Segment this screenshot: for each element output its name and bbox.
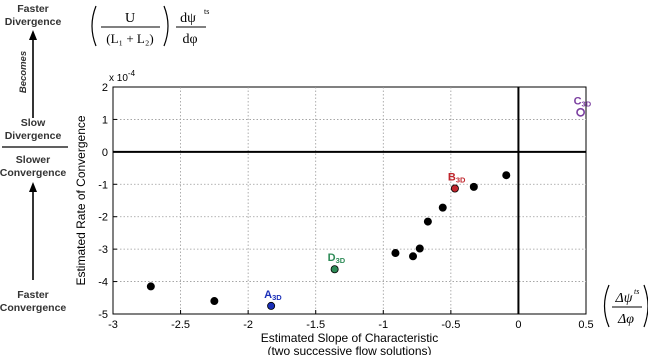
x-tick-label-1: -2.5 [171,319,190,331]
formula-right-paren-left [603,284,610,328]
point-label-9: B3D [448,172,466,185]
formula-right-denominator: Δφ [617,312,634,327]
y-tick-label-7: 2 [102,82,108,94]
data-point-11 [502,171,511,180]
x-tick-label-6: 0 [515,319,521,331]
y-tick-label-6: 1 [102,114,108,126]
zero-axes [113,87,586,314]
formula-right-numerator: Δψ [615,291,633,306]
data-point-6 [415,244,424,253]
y-tick-label-3: -2 [98,212,108,224]
point-label-3: D3D [328,252,346,265]
grid [113,87,586,314]
data-point-7 [423,217,432,226]
point-label-12: C3D [574,95,592,108]
x-tick-label-3: -1.5 [306,319,325,331]
formula-right: Δψ ts Δφ [603,284,648,328]
formula-right-paren-right [643,284,648,328]
y-tick-label-4: -1 [98,179,108,191]
data-point-1 [210,297,219,306]
y-tick-label-2: -3 [98,244,108,256]
x-tick-label-0: -3 [108,319,118,331]
data-point-8 [438,203,447,212]
formula-top-denominator: (L₁ + L₂) [106,31,153,46]
data-point-10 [469,182,478,191]
y-ticks: -5 -4 -3 -2 -1 0 1 2 [98,82,117,321]
formula-top: U (L₁ + L₂) dψ ts dφ [91,5,209,47]
y-tick-label-0: -5 [98,309,108,321]
x-ticks: -3 -2.5 -2 -1.5 -1 -0.5 0 0.5 [108,310,594,331]
formula-top-paren-left [91,5,97,47]
becomes-label: Becomes [18,51,29,93]
formula-top-paren-right [163,5,169,47]
formula-top-deriv-den: dφ [182,32,197,47]
data-point-9 [450,184,459,193]
slow-divergence-line2: Divergence [5,130,62,142]
left-annotations: Faster Divergence Becomes Slow Divergenc… [0,3,68,314]
data-point-2 [267,301,276,310]
formula-top-deriv-sup: ts [204,7,209,16]
faster-divergence-line2: Divergence [5,16,62,28]
slower-convergence-line2: Convergence [0,167,66,179]
point-label-2: A3D [264,289,282,302]
x-axis-label: Estimated Slope of Characteristic [261,331,438,345]
plot-frame [112,86,587,315]
becomes-arrow-head [29,30,37,40]
faster-divergence-line1: Faster [17,3,49,15]
convergence-arrow-head [29,182,37,192]
data-points: A3D D3D B3D C3D [146,95,592,310]
x-axis-sublabel: (two successive flow solutions) [267,344,431,355]
data-point-5 [409,252,418,261]
y-tick-label-5: 0 [102,147,108,159]
x-tick-label-5: -0.5 [441,319,460,331]
x-tick-label-4: -1 [378,319,388,331]
plot-area: -3 -2.5 -2 -1.5 -1 -0.5 0 0.5 -5 -4 -3 -2 -1 0 1 2 A3D… [98,82,593,331]
y-multiplier: x 10-4 [109,69,136,84]
faster-convergence-line2: Convergence [0,302,66,314]
slow-divergence-line1: Slow [21,117,46,129]
formula-top-deriv-num: dψ [180,11,196,26]
x-tick-label-7: 0.5 [578,319,593,331]
data-point-3 [330,265,339,274]
data-point-0 [146,282,155,291]
formula-right-sup: ts [634,287,639,296]
formula-top-numerator: U [125,11,135,26]
data-point-12 [576,107,585,117]
y-tick-label-1: -4 [98,277,108,289]
x-tick-label-2: -2 [243,319,253,331]
y-axis-label: Estimated Rate of Convergence [74,115,88,285]
data-point-4 [391,249,400,258]
faster-convergence-line1: Faster [17,289,49,301]
slower-convergence-line1: Slower [16,154,50,166]
